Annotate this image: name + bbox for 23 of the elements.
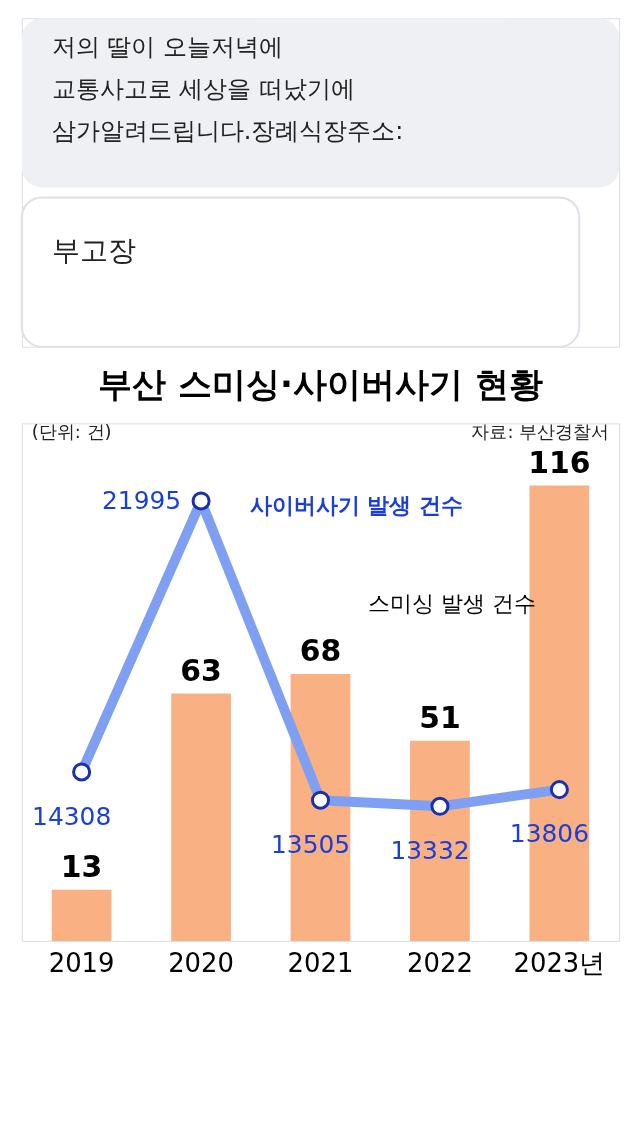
x-tick-label: 2021 [287,948,354,979]
data-label: 51 [419,699,461,735]
data-label: 14308 [32,801,112,831]
text: 교통사고로 세상을 떠났기에 [51,74,355,103]
bar [171,693,231,941]
x-tick-label: 2022 [407,948,473,979]
data-label: 21995 [102,485,182,515]
text: (단위: 건) [31,421,112,443]
data-label: 63 [180,652,222,688]
x-tick-label: 2019 [48,948,115,979]
x-tick-label: 2023년 [513,948,606,979]
text: 부고장 [51,234,136,268]
x-tick-label: 2020 [168,948,234,979]
data-label: 68 [299,632,342,668]
bar [51,889,112,941]
text: 저의 딸이 오늘저녁에 [51,33,283,62]
data-label: 13 [60,848,103,884]
chart-title: 부산 스미싱·사이버사기 현황 [98,365,543,405]
data-label: 116 [528,444,591,480]
series-label: 스미싱 발생 건수 [367,591,536,617]
series-label: 사이버사기 발생 건수 [249,493,463,519]
text: 자료: 부산경찰서 [471,421,610,443]
text: 삼가알려드립니다.장례식장주소: [51,116,404,145]
